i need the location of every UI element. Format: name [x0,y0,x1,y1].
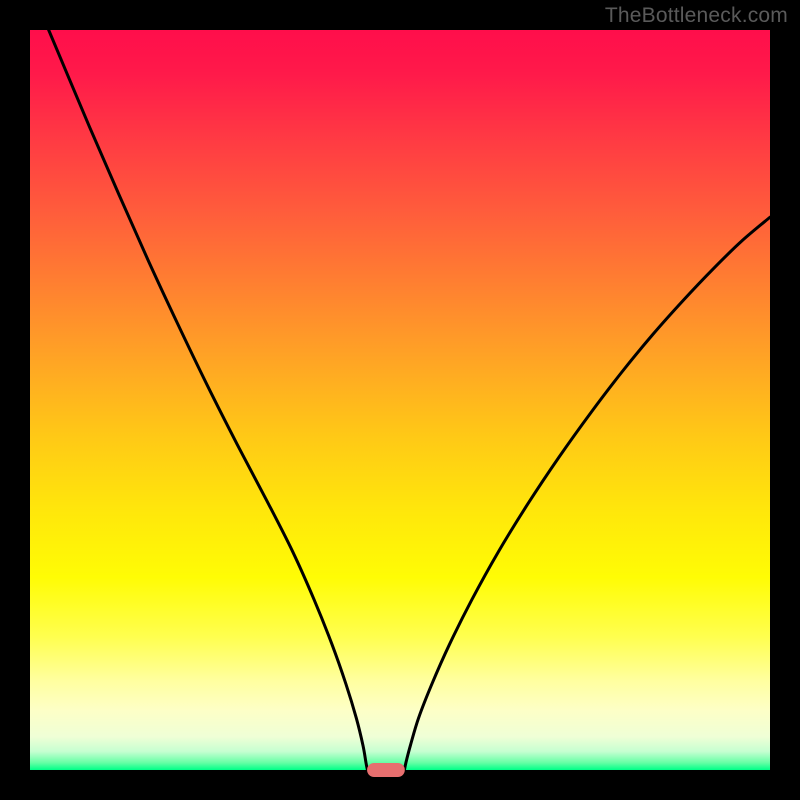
chart-container: { "watermark": { "text": "TheBottleneck.… [0,0,800,800]
optimal-marker [367,763,405,777]
plot-background-gradient [30,30,770,770]
bottleneck-curve-chart [0,0,800,800]
watermark-text: TheBottleneck.com [605,4,788,28]
